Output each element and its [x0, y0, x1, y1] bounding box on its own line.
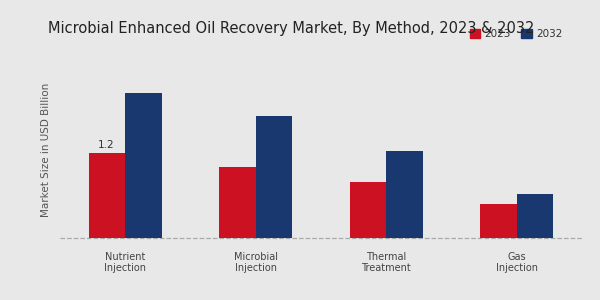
Y-axis label: Market Size in USD Billion: Market Size in USD Billion	[41, 83, 51, 217]
Legend: 2023, 2032: 2023, 2032	[466, 25, 566, 43]
Bar	[386, 152, 423, 238]
Bar	[256, 116, 292, 238]
Text: 1.2: 1.2	[97, 140, 114, 150]
Bar	[125, 93, 162, 238]
Bar	[350, 182, 386, 238]
Bar	[480, 204, 517, 238]
Text: Microbial Enhanced Oil Recovery Market, By Method, 2023 & 2032: Microbial Enhanced Oil Recovery Market, …	[48, 21, 535, 36]
Bar	[219, 167, 256, 238]
Bar	[517, 194, 553, 238]
Bar	[89, 153, 125, 238]
